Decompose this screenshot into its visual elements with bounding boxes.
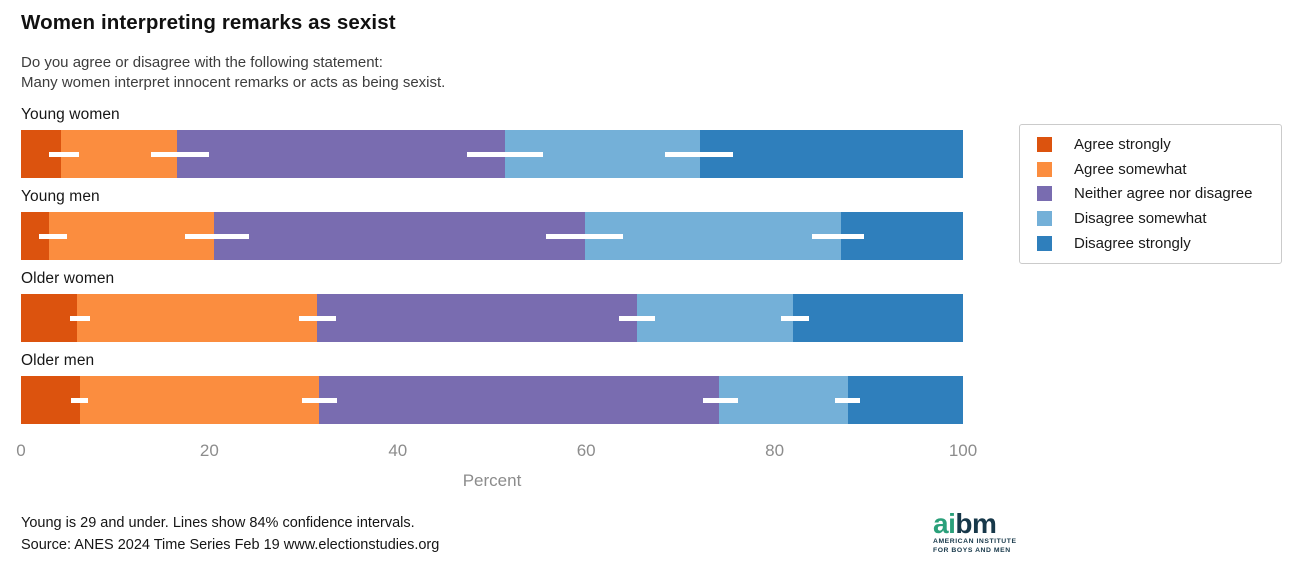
chart-row: Young women bbox=[21, 106, 963, 188]
x-axis-tick: 0 bbox=[16, 441, 26, 460]
bar-segment bbox=[585, 212, 842, 260]
confidence-interval-line bbox=[38, 233, 68, 239]
chart: Young women Young men Older women Older men bbox=[21, 106, 963, 434]
category-label: Older women bbox=[21, 270, 115, 287]
stacked-bar bbox=[21, 376, 963, 424]
confidence-interval-line bbox=[184, 233, 249, 239]
legend-swatch-icon bbox=[1037, 211, 1052, 227]
bar-segment bbox=[793, 294, 963, 342]
confidence-interval-line bbox=[298, 315, 336, 321]
legend-label: Agree strongly bbox=[1074, 135, 1171, 153]
legend-label: Neither agree nor disagree bbox=[1074, 185, 1253, 203]
bar-segment bbox=[76, 294, 317, 342]
bar-segment bbox=[80, 376, 319, 424]
x-axis-tick: 80 bbox=[765, 441, 785, 460]
confidence-interval-line bbox=[703, 397, 738, 403]
confidence-interval-line bbox=[150, 151, 210, 157]
legend-label: Agree somewhat bbox=[1074, 160, 1187, 178]
bar-segment bbox=[719, 376, 849, 424]
legend-item: Disagree strongly bbox=[1037, 231, 1273, 256]
footnote-line-2: Source: ANES 2024 Time Series Feb 19 www… bbox=[21, 536, 440, 553]
category-label: Young women bbox=[21, 106, 120, 123]
footer-notes: Young is 29 and under. Lines show 84% co… bbox=[21, 513, 439, 556]
x-axis-tick: 60 bbox=[576, 441, 596, 460]
stacked-bar bbox=[21, 294, 963, 342]
aibm-logo-tagline: AMERICAN INSTITUTE FOR BOYS AND MEN bbox=[933, 538, 1017, 555]
confidence-interval-line bbox=[49, 151, 80, 157]
confidence-interval-line bbox=[70, 397, 88, 403]
confidence-interval-line bbox=[301, 397, 338, 403]
subtitle-line-2: Many women interpret innocent remarks or… bbox=[21, 73, 446, 91]
logo-brand-bm: bm bbox=[955, 508, 997, 539]
footnote-line-1: Young is 29 and under. Lines show 84% co… bbox=[21, 515, 415, 531]
bar-segment bbox=[318, 376, 719, 424]
legend: Agree strongly Agree somewhat Neither agre… bbox=[1019, 124, 1282, 264]
stacked-bar bbox=[21, 212, 963, 260]
x-axis-tick: 100 bbox=[948, 441, 978, 460]
chart-row: Young men bbox=[21, 188, 963, 270]
x-axis-label: Percent bbox=[462, 471, 522, 490]
logo-tagline-line-1: AMERICAN INSTITUTE bbox=[933, 538, 1017, 545]
bar-segment bbox=[700, 130, 963, 178]
bar-segment bbox=[637, 294, 794, 342]
subtitle-line-1: Do you agree or disagree with the follow… bbox=[21, 54, 383, 71]
chart-row: Older men bbox=[21, 352, 963, 434]
category-label: Older men bbox=[21, 352, 95, 369]
legend-swatch-icon bbox=[1037, 186, 1052, 202]
legend-item: Disagree somewhat bbox=[1037, 206, 1273, 231]
confidence-interval-line bbox=[812, 233, 865, 239]
confidence-interval-line bbox=[781, 315, 810, 321]
confidence-interval-line bbox=[665, 151, 734, 157]
bar-segment bbox=[177, 130, 506, 178]
legend-swatch-icon bbox=[1037, 161, 1052, 177]
legend-label: Disagree somewhat bbox=[1074, 210, 1207, 228]
legend-item: Neither agree nor disagree bbox=[1037, 182, 1273, 207]
category-label: Young men bbox=[21, 188, 100, 205]
confidence-interval-line bbox=[545, 233, 623, 239]
logo-brand-ai: ai bbox=[933, 508, 956, 539]
legend-swatch-icon bbox=[1037, 136, 1052, 152]
confidence-interval-line bbox=[466, 151, 543, 157]
confidence-interval-line bbox=[834, 397, 861, 403]
logo-tagline-line-2: FOR BOYS AND MEN bbox=[933, 546, 1011, 554]
aibm-logo: aibm AMERICAN INSTITUTE FOR BOYS AND MEN bbox=[933, 510, 1017, 555]
x-axis-tick: 40 bbox=[388, 441, 408, 460]
chart-subtitle: Do you agree or disagree with the follow… bbox=[21, 53, 445, 92]
bar-segment bbox=[848, 376, 963, 424]
x-axis-tick: 20 bbox=[199, 441, 219, 460]
bar-segment bbox=[214, 212, 586, 260]
bar-segment bbox=[316, 294, 638, 342]
bar-segment bbox=[21, 376, 81, 424]
legend-item: Agree somewhat bbox=[1037, 157, 1273, 182]
stacked-bar bbox=[21, 130, 963, 178]
legend-item: Agree strongly bbox=[1037, 132, 1273, 157]
confidence-interval-line bbox=[69, 315, 90, 321]
chart-row: Older women bbox=[21, 270, 963, 352]
x-axis: 0 20 40 60 80 100 bbox=[16, 441, 977, 463]
bar-segment bbox=[21, 294, 77, 342]
legend-label: Disagree strongly bbox=[1074, 235, 1191, 253]
page-title: Women interpreting remarks as sexist bbox=[21, 11, 396, 34]
aibm-logo-wordmark: aibm bbox=[933, 508, 1017, 539]
confidence-interval-line bbox=[619, 315, 655, 321]
legend-swatch-icon bbox=[1037, 236, 1052, 252]
